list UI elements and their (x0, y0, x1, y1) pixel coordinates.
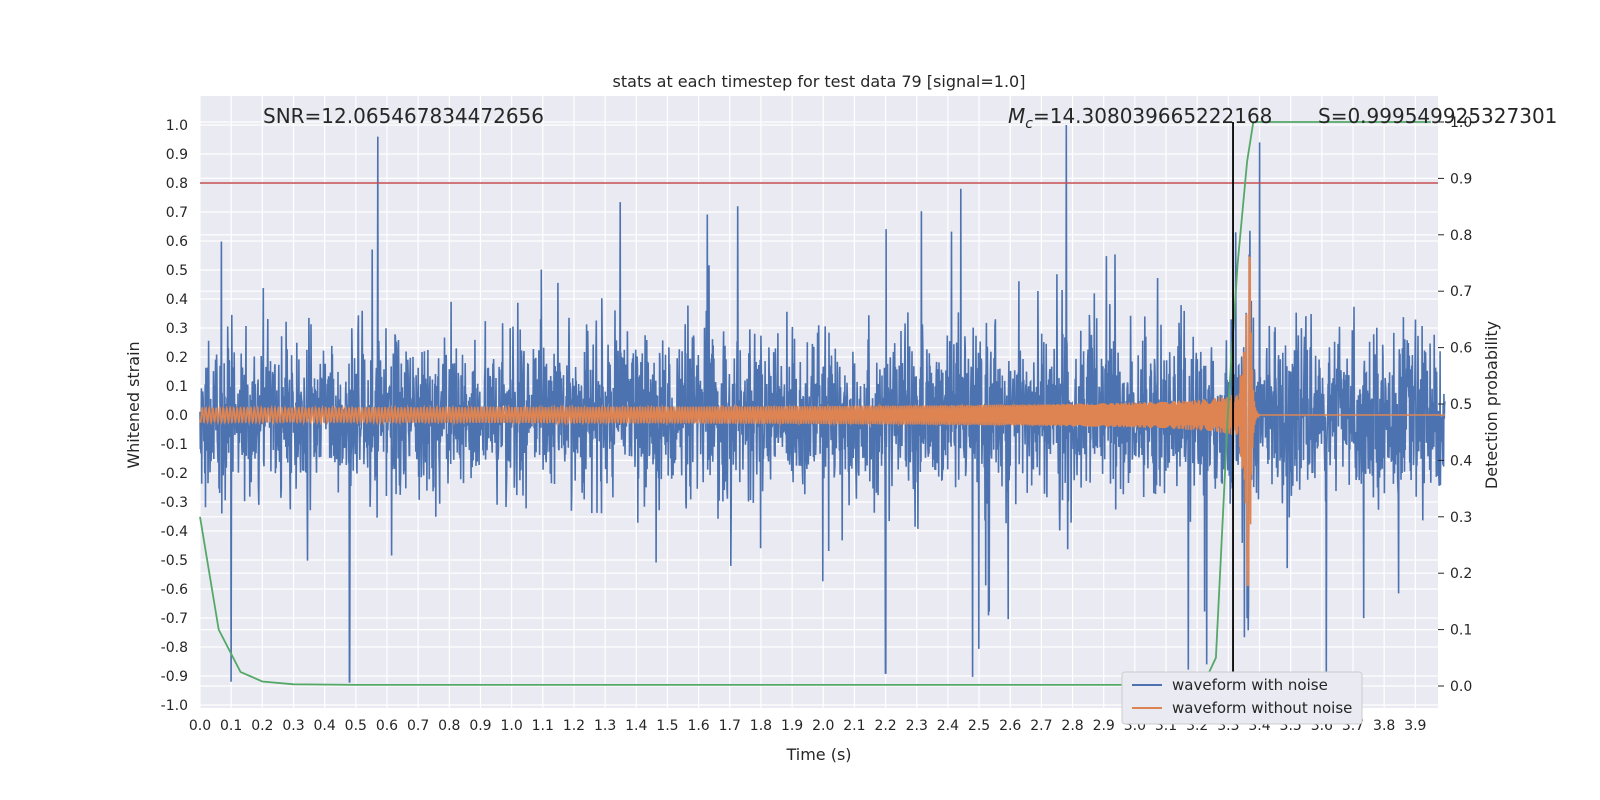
mc-subscript: c (1025, 116, 1033, 132)
y-tick-label: -0.3 (161, 495, 188, 511)
y-tick-label: 0.0 (166, 408, 188, 424)
legend-box (1121, 671, 1363, 725)
y-tick-label: 0.3 (166, 321, 188, 337)
s-annotation: S=0.999549925327301 (1318, 104, 1557, 128)
series-waveform-without-noise (199, 256, 1445, 587)
x-tick-label: 1.1 (532, 718, 554, 734)
x-tick-label: 0.2 (251, 718, 273, 734)
y-axis-ticks: 1.0 0.9 0.8 0.7 0.6 0.5 0.4 0.3 0.2 0.1 0.0 -0.1 -0.… (161, 118, 188, 714)
y2-tick-label: 0.5 (1450, 397, 1472, 413)
y2-tick-label: 0.2 (1450, 566, 1472, 582)
x-tick-label: 2.7 (1030, 718, 1052, 734)
y-tick-label: -1.0 (161, 698, 188, 714)
x-axis-label: Time (s) (785, 745, 851, 764)
y-tick-label: -0.8 (161, 640, 188, 656)
x-tick-label: 2.1 (843, 718, 865, 734)
x-tick-label: 3.8 (1373, 718, 1395, 734)
x-tick-label: 0.9 (469, 718, 491, 734)
mc-annotation: Mc=14.308039665222168 (1008, 104, 1272, 132)
y2-tick-label: 0.3 (1450, 510, 1472, 526)
y2-tick-label: 0.9 (1450, 171, 1472, 187)
x-tick-label: 0.7 (407, 718, 429, 734)
y-tick-label: -0.9 (161, 669, 188, 685)
legend-label-noise: waveform with noise (1172, 676, 1328, 694)
x-tick-label: 2.4 (937, 718, 959, 734)
snr-annotation: SNR=12.065467834472656 (263, 104, 544, 128)
x-tick-label: 1.3 (594, 718, 616, 734)
x-tick-label: 0.3 (282, 718, 304, 734)
y2-tick-label: 0.1 (1450, 623, 1472, 639)
legend-label-clean: waveform without noise (1172, 699, 1352, 717)
chart-title: stats at each timestep for test data 79 … (613, 72, 1026, 91)
legend: waveform with noise waveform without noi… (1121, 671, 1363, 725)
y-axis-label: Whitened strain (124, 341, 143, 468)
x-tick-label: 0.6 (376, 718, 398, 734)
y-tick-label: -0.6 (161, 582, 188, 598)
y2-tick-label: 0.0 (1450, 679, 1472, 695)
x-tick-label: 0.8 (438, 718, 460, 734)
x-tick-label: 0.1 (220, 718, 242, 734)
y-tick-label: 1.0 (166, 118, 188, 134)
x-tick-label: 2.5 (968, 718, 990, 734)
x-tick-label: 2.2 (874, 718, 896, 734)
y-tick-label: 0.1 (166, 379, 188, 395)
y-tick-label: 0.4 (166, 292, 188, 308)
x-tick-label: 1.0 (500, 718, 522, 734)
y-tick-label: 0.7 (166, 205, 188, 221)
x-tick-label: 3.9 (1404, 718, 1426, 734)
y2-tick-label: 0.6 (1450, 341, 1472, 357)
x-tick-label: 1.9 (781, 718, 803, 734)
mc-value: =14.308039665222168 (1033, 104, 1272, 128)
x-tick-label: 2.8 (1061, 718, 1083, 734)
y2-tick-label: 1.0 (1450, 115, 1472, 131)
mc-symbol: M (1008, 104, 1025, 128)
x-tick-label: 0.5 (345, 718, 367, 734)
y-tick-label: -0.2 (161, 466, 188, 482)
y2-tick-label: 0.7 (1450, 284, 1472, 300)
x-tick-label: 1.6 (687, 718, 709, 734)
y2-tick-label: 0.4 (1450, 453, 1472, 469)
y-tick-label: 0.9 (166, 147, 188, 163)
x-tick-label: 0.4 (314, 718, 336, 734)
y-tick-label: -0.5 (161, 553, 188, 569)
x-tick-label: 1.7 (719, 718, 741, 734)
y-tick-label: -0.7 (161, 611, 188, 627)
y-tick-label: 0.8 (166, 176, 188, 192)
x-tick-label: 1.2 (563, 718, 585, 734)
y-tick-label: 0.5 (166, 263, 188, 279)
x-tick-label: 0.0 (189, 718, 211, 734)
series-detection-probability (199, 121, 1431, 686)
y2-axis-ticks: 1.0 0.9 0.8 0.7 0.6 0.5 0.4 0.3 0.2 0.1 0.0 (1438, 115, 1472, 695)
x-tick-label: 2.0 (812, 718, 834, 734)
x-tick-label: 2.6 (999, 718, 1021, 734)
y-tick-label: 0.2 (166, 350, 188, 366)
x-tick-label: 1.4 (625, 718, 647, 734)
plot-area (199, 121, 1446, 708)
x-tick-label: 1.8 (750, 718, 772, 734)
y-tick-label: -0.4 (161, 524, 188, 540)
y2-axis-label: Detection probability (1482, 321, 1501, 489)
x-tick-label: 2.3 (906, 718, 928, 734)
x-tick-label: 2.9 (1093, 718, 1115, 734)
y-tick-label: -0.1 (161, 437, 188, 453)
y2-tick-label: 0.8 (1450, 228, 1472, 244)
x-tick-label: 1.5 (656, 718, 678, 734)
y-tick-label: 0.6 (166, 234, 188, 250)
